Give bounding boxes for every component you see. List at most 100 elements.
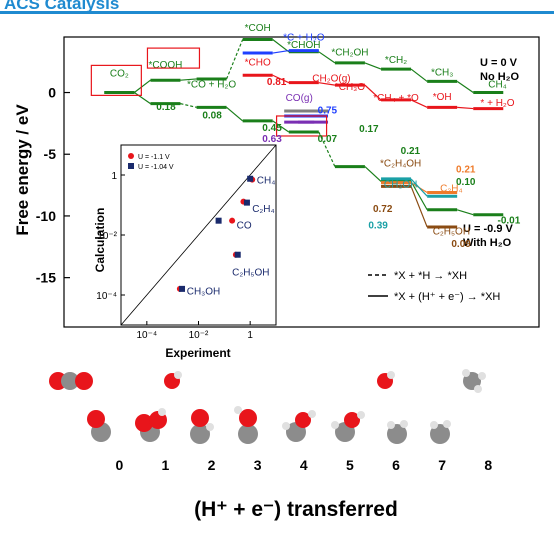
species-label: * + H₂O [480,98,514,109]
barrier-label: 0.09 [451,239,471,250]
species-label: *OH [433,92,452,103]
condition-voltage-bottom: U = -0.9 V [463,223,513,235]
species-label: *C₂H₄OH [380,159,421,170]
upper-path-connector [226,39,244,80]
inset-y-tick-label: 1 [111,171,117,182]
species-label: CH₃OH [384,180,418,191]
ch3-molecule [462,369,486,393]
species-labels: CO₂ *COOH *CO + H₂O *COH *CHO *C + H₂O*CHOH *C… [90,23,515,237]
species-label: *COH [245,23,271,34]
branch-0-connector [272,49,289,54]
species-label: CO₂ [110,68,129,79]
barrier-label: 0.21 [401,146,421,157]
x-tick-label: 1 [162,457,170,473]
main-y-tick-labels: 0 -5 -10 -15 [36,85,56,286]
branch-1-connector [410,99,428,108]
inset-ticks: 10⁻⁴ 10⁻⁴ 10⁻² 10⁻² 1 1 [96,171,253,341]
y-tick-label: 0 [48,85,56,101]
barrier-label: 0.18 [156,102,176,113]
ch4-adsorbate [387,420,408,444]
point-u-1-04v [243,199,250,206]
barrier-label: 0.17 [359,124,379,135]
barrier-label: 0.75 [318,106,338,117]
main-y-axis-label: Free energy / eV [13,104,32,236]
inset-point-label: C₂H₄ [252,204,274,215]
co-adsorbate [87,410,111,442]
header-rule [0,11,554,14]
barrier-label: 0.45 [262,123,282,134]
y-tick-label: -5 [44,146,57,162]
inset-x-tick-label: 10⁻² [189,330,209,341]
x-tick-label: 4 [300,457,308,473]
barrier-label: 0.10 [456,177,476,188]
species-label: *CH₂ [385,55,407,66]
x-tick-label: 0 [115,457,123,473]
x-tick-label: 3 [254,457,262,473]
barrier-label: 0.07 [318,134,338,145]
x-tick-label: 7 [438,457,446,473]
upper-path-connector [272,38,290,53]
inset-y-tick-label: 10⁻² [97,231,117,242]
point-u-1-04v [234,251,241,258]
point-u-1-04v [247,175,254,182]
species-label: *CHOH [287,40,320,51]
species-label: C₂H₅OH [433,226,470,237]
barrier-label: 0.39 [368,220,388,231]
barrier-label: 0.81 [267,77,287,88]
x-tick-label: 6 [392,457,400,473]
lower-path-connector [410,181,428,211]
condition-voltage-top: U = 0 V [480,57,518,69]
lower-path-connector [456,209,474,216]
species-label: *CH₃O [335,82,365,93]
x-tick-label: 8 [484,457,492,473]
main-plot-frame [63,36,540,328]
main-x-tick-labels: 0 1 2 3 4 5 6 7 8 [115,457,492,473]
branch-7-connector [410,186,428,228]
inset-x-tick-label: 10⁻⁴ [136,330,157,341]
main-y-ticks [64,91,70,279]
point-u-1-04v [215,217,222,224]
inset-y-axis-label: Calculation [93,208,107,273]
species-label: CH₄ [488,80,507,91]
cooh-adsorbate [135,408,167,442]
condition-water-bottom: With H₂O [463,237,512,249]
barrier-label: 0.63 [262,134,282,145]
upper-path-connector [318,51,336,64]
barrier-label: 0.72 [373,204,393,215]
branch-1-connector [318,82,336,86]
species-label: *CO + H₂O [187,80,236,91]
barrier-label: 0.08 [202,110,222,121]
main-x-axis-label: (H⁺ + e⁻) transferred [194,498,398,521]
journal-header: ACS Catalysis [4,0,120,13]
upper-path-connector [180,78,197,81]
upper-path-connector [364,62,382,70]
highlight-co2 [90,64,142,96]
choh-adsorbate [234,406,258,444]
species-label: CO(g) [286,93,313,104]
species-label: *CHO [245,57,271,68]
lower-path-connector [226,106,244,122]
species-label: *CH₃ [431,67,453,78]
parity-line [120,144,277,326]
legend-chemical-step: *X + *H → *XH [394,270,467,282]
inset-point-label: CH₃OH [187,287,221,298]
branch-1-connector [272,74,290,84]
lower-path-connector [364,166,382,182]
y-tick-label: -15 [36,270,56,286]
inset-legend-2: U = -1.04 V [138,164,174,171]
barrier-label: 0.21 [456,165,476,176]
inset-point-label: C₂H₅OH [232,268,269,279]
upper-path-connector [456,80,474,94]
cho-adsorbate [190,409,214,444]
x-tick-label: 5 [346,457,354,473]
oh-molecule-1 [164,371,182,389]
barrier-labels: 0.18 0.08 0.81 0.450.63 0.75 0.07 0.17 0.21 0.21… [156,77,520,250]
lower-path-connector [133,92,151,105]
species-label: C₂H₄ [440,183,462,194]
x-tick-label: 2 [208,457,216,473]
point-u-1-04v [179,285,186,292]
inset-legend-marker-2 [128,163,134,169]
upper-path-connector [410,68,428,82]
inset-x-tick-label: 1 [247,330,253,341]
